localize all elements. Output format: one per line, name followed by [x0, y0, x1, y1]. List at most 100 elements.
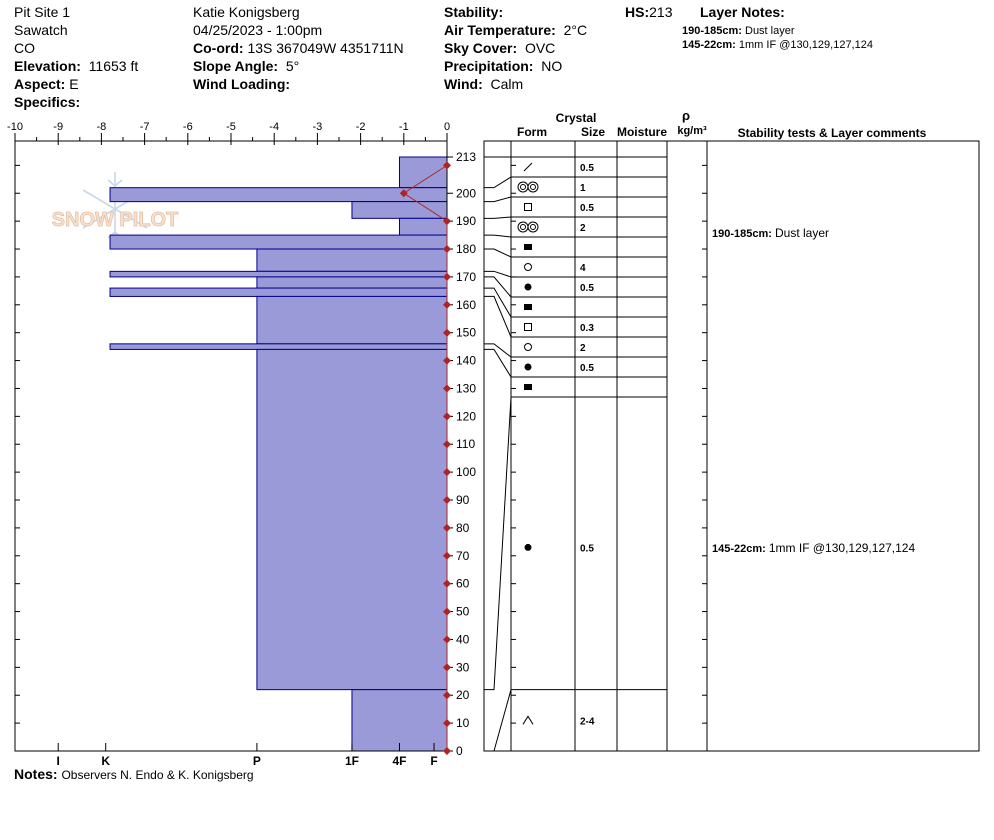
header-rho: ρ — [682, 108, 690, 123]
melt-freeze-core — [520, 184, 526, 190]
layer-size: 2 — [580, 223, 586, 234]
rounded-icon — [524, 263, 532, 271]
layer-size: 4 — [580, 263, 586, 274]
temperature-point — [399, 189, 408, 198]
layer-note-range: 190-185cm: — [682, 25, 742, 37]
hardness-bar — [109, 287, 448, 297]
layer-size: 0.5 — [580, 203, 594, 214]
ice-icon — [524, 304, 532, 310]
faceted-icon — [524, 203, 532, 211]
hardness-bar — [109, 234, 448, 250]
melt-freeze-icon — [517, 221, 539, 233]
temperature-point — [443, 635, 451, 644]
temperature-point — [443, 551, 451, 560]
hardness-label: 4F — [392, 754, 406, 768]
temperature-point — [443, 523, 451, 532]
header-density-unit: kg/m³ — [677, 125, 707, 137]
melt-freeze-ring — [517, 221, 529, 233]
ice-block — [524, 304, 532, 310]
layer-connector — [484, 689, 512, 752]
depth-tick-label: 50 — [456, 605, 470, 619]
depth-tick-label: 170 — [456, 270, 476, 284]
depth-tick-label: 0 — [456, 744, 463, 758]
temperature-point — [443, 496, 451, 505]
layer-comment-range: 190-185cm: — [712, 228, 775, 240]
aspect-label: Aspect: — [14, 76, 66, 92]
melt-forms-dot — [524, 363, 532, 371]
temp-tick-label: -9 — [53, 121, 63, 133]
coord-row: Co-ord: 13S 367049W 4351711N — [193, 39, 404, 57]
layer-connector — [484, 343, 512, 358]
hs-row: HS:213 — [625, 3, 672, 21]
depth-tick-label: 180 — [456, 242, 476, 256]
melt-freeze-ring — [527, 221, 539, 233]
hardness-label: I — [57, 754, 60, 768]
layer-size: 0.5 — [580, 363, 594, 374]
faceted-square — [524, 203, 532, 211]
melt-freeze-icon — [517, 181, 539, 193]
logo-text: SNOW PILOT — [52, 209, 179, 231]
layer-connector — [484, 216, 512, 219]
layer-comment: 190-185cm: Dust layer — [712, 226, 829, 240]
temperature-point — [443, 328, 451, 337]
layer-size: 0.3 — [580, 323, 594, 334]
hardness-bar — [256, 295, 448, 345]
layer-comment-text: Dust layer — [775, 226, 829, 240]
layer-connector — [484, 295, 512, 338]
elevation-label: Elevation: — [14, 58, 81, 74]
depth-tick-label: 100 — [456, 465, 476, 479]
specifics-label: Specifics: — [14, 94, 81, 110]
hardness-bar — [109, 187, 448, 203]
rounded-circle — [524, 263, 532, 271]
hardness-bar — [109, 343, 448, 350]
temperature-point — [443, 217, 451, 226]
site-name: Pit Site 1 — [14, 4, 71, 20]
aspect-value: E — [69, 76, 79, 92]
layer-size: 2-4 — [580, 716, 595, 727]
temperature-point — [443, 300, 451, 309]
temperature-point — [443, 384, 451, 393]
melt-forms-icon — [524, 543, 532, 551]
faceted-icon — [524, 323, 532, 331]
temperature-point — [443, 747, 451, 755]
layer-connector — [484, 248, 512, 258]
coord-value: 13S 367049W 4351711N — [247, 40, 404, 56]
temp-tick-label: -1 — [399, 121, 409, 133]
depth-tick-label: 60 — [456, 577, 470, 591]
snowflake-icon — [82, 172, 148, 246]
layer-note: 190-185cm: Dust layer — [682, 24, 795, 38]
temp-tick-label: -10 — [7, 121, 23, 133]
header-form: Form — [517, 125, 547, 139]
elevation-value: 11653 ft — [88, 58, 139, 74]
header-moisture: Moisture — [617, 125, 667, 139]
hardness-bar — [398, 156, 448, 189]
decomposing-stroke — [523, 162, 533, 172]
melt-freeze-ring — [517, 181, 529, 193]
elevation-row: Elevation: 11653 ft — [14, 57, 138, 75]
temperature-point — [443, 272, 451, 281]
temperature-point — [443, 468, 451, 477]
aspect-row: Aspect: E — [14, 75, 79, 93]
depth-tick-label: 90 — [456, 493, 470, 507]
ice-block — [524, 244, 532, 250]
temp-tick-label: -5 — [226, 121, 236, 133]
depth-tick-label: 30 — [456, 660, 470, 674]
depth-tick-label: 140 — [456, 354, 476, 368]
layer-comment-text: 1mm IF @130,129,127,124 — [769, 541, 916, 555]
wind-row: Wind: Calm — [444, 75, 523, 93]
header-crystal: Crystal — [556, 111, 597, 125]
depth-tick-label: 20 — [456, 688, 470, 702]
depth-hoar-caret — [522, 715, 534, 725]
precip-value: NO — [541, 58, 563, 74]
ice-block — [524, 384, 532, 390]
temp-tick-label: -8 — [97, 121, 107, 133]
temperature-point — [443, 663, 451, 672]
range-name: Sawatch — [14, 22, 68, 38]
melt-forms-dot — [524, 543, 532, 551]
depth-tick-label: 130 — [456, 381, 476, 395]
temperature-line — [402, 164, 448, 751]
temperature-point — [443, 579, 451, 588]
depth-tick-label: 10 — [456, 716, 470, 730]
temperature-point — [443, 691, 451, 700]
